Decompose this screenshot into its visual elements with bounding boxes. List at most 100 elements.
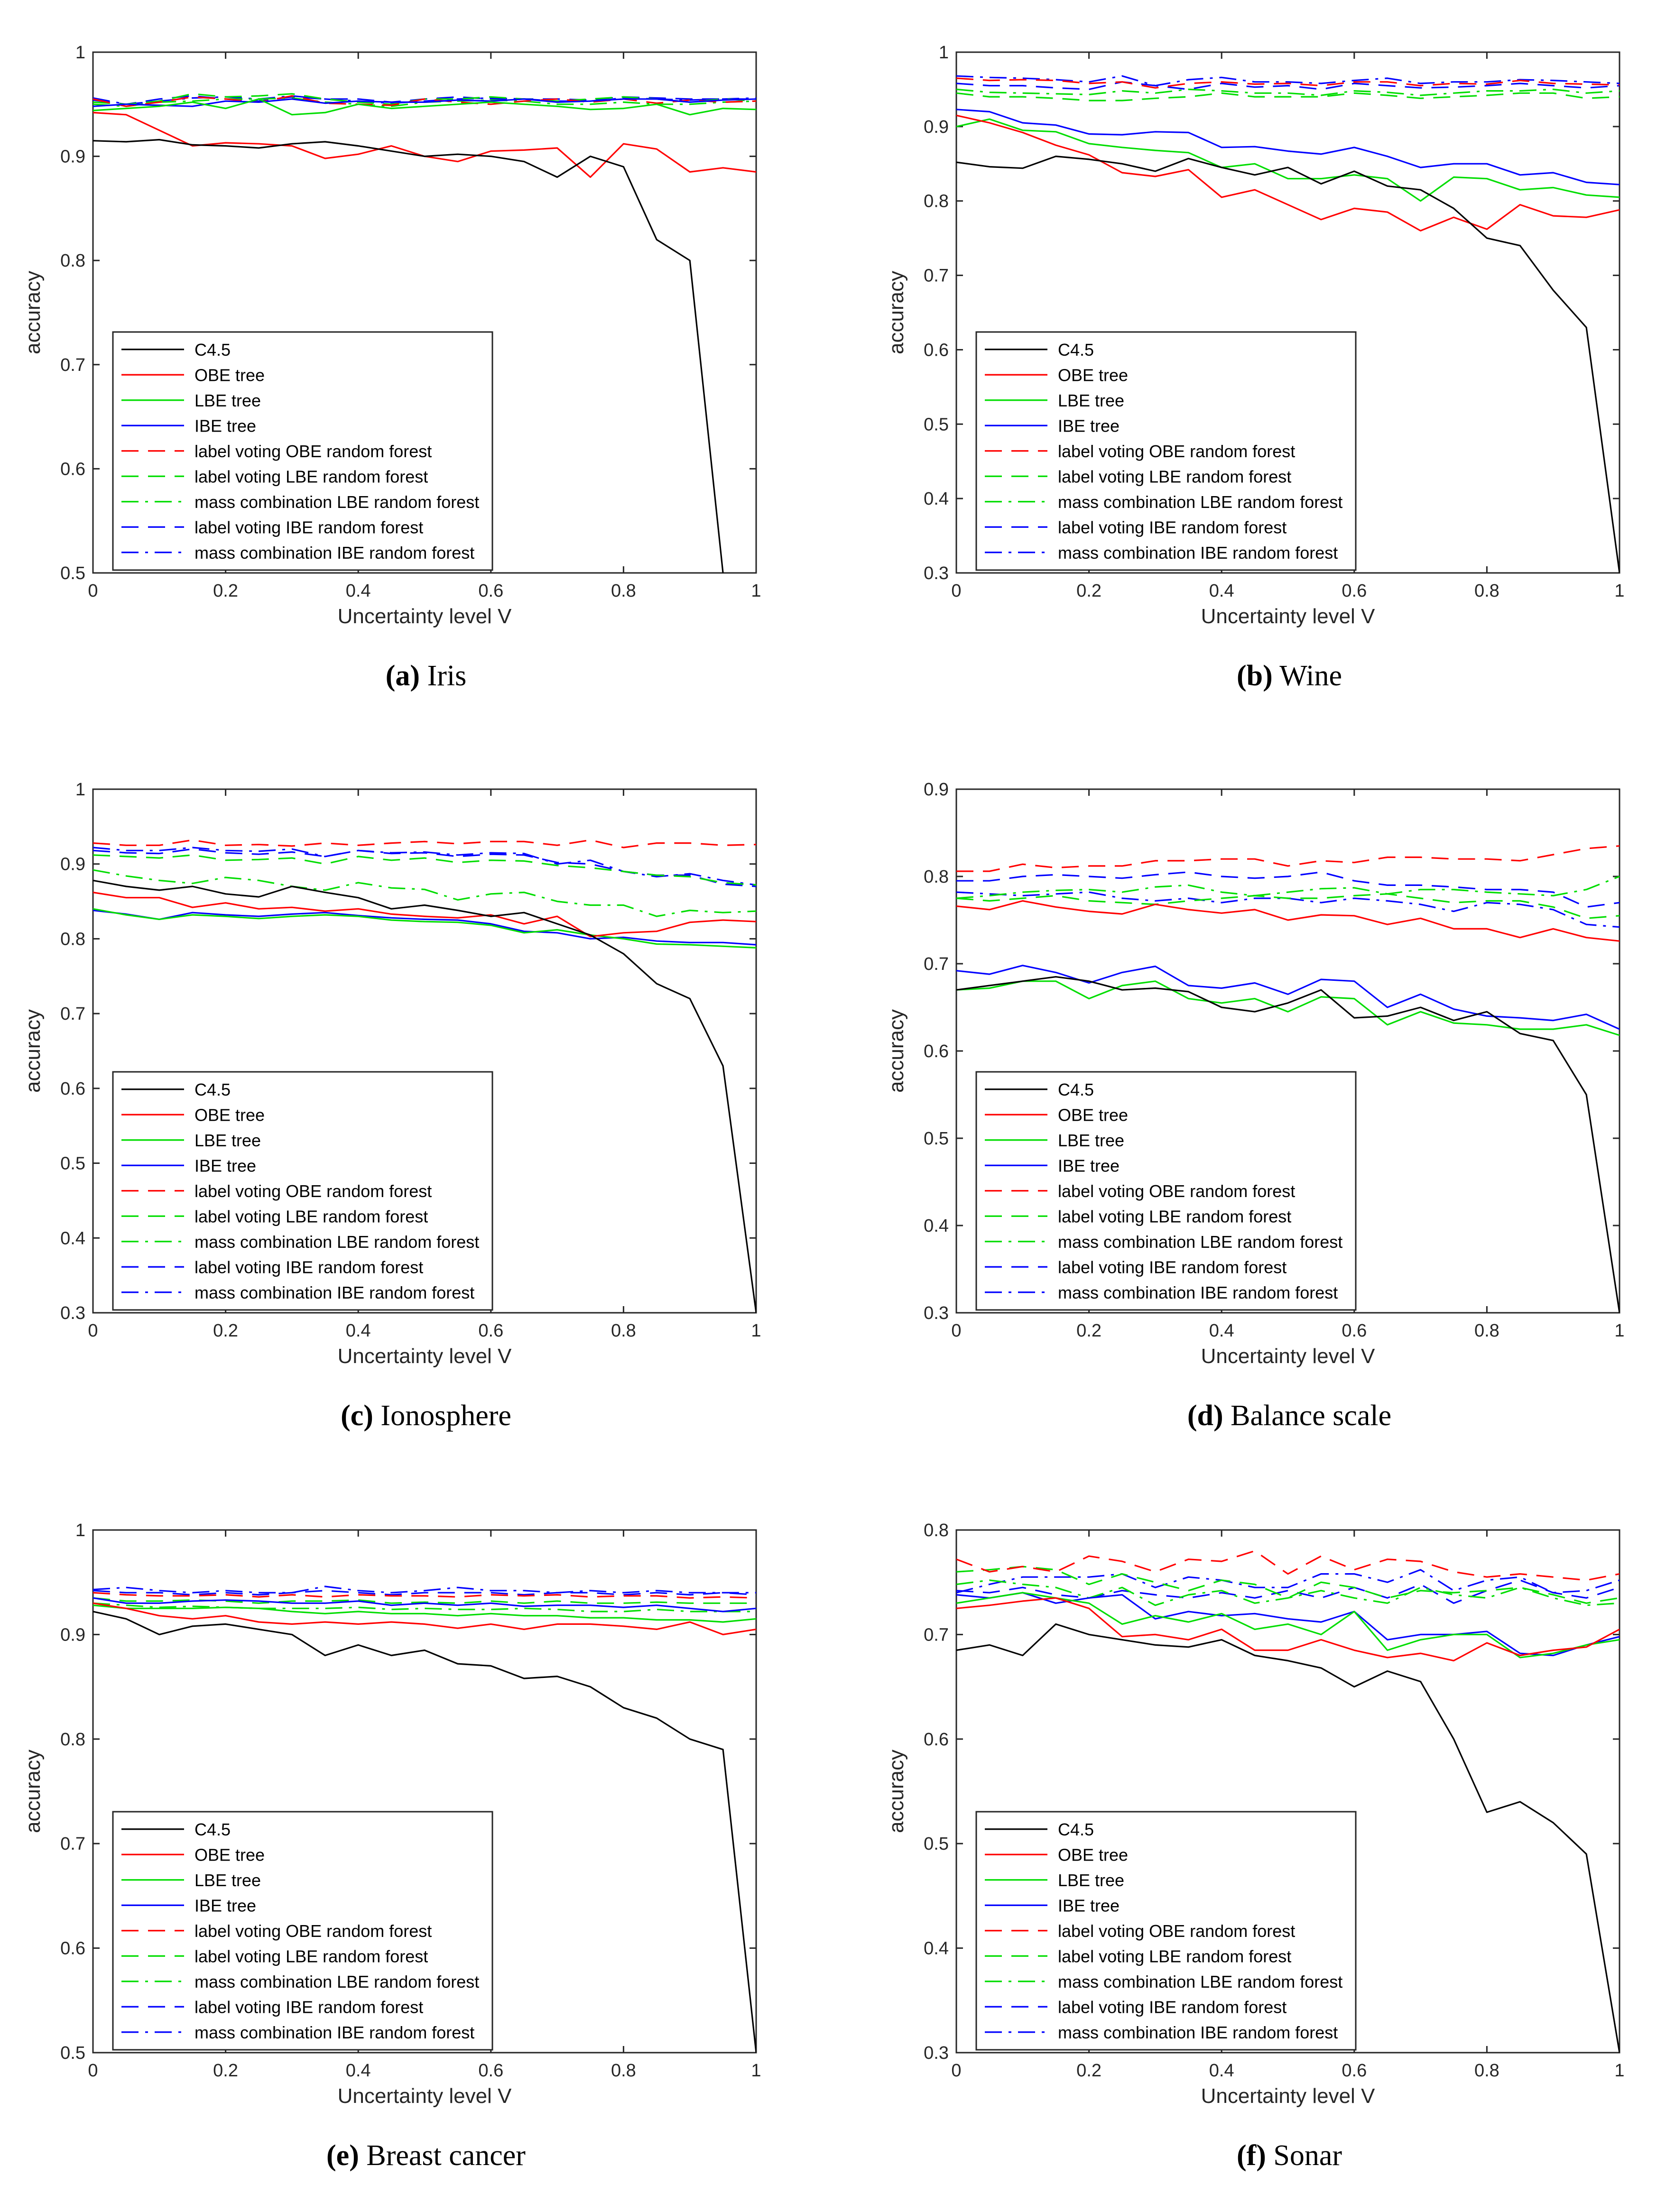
series-line-4 [93,909,756,946]
legend-label-2: OBE tree [1058,1845,1128,1864]
y-tick-label: 0.8 [60,251,85,271]
legend-label-8: label voting IBE random forest [1058,1257,1287,1277]
y-tick-label: 0.5 [924,1834,949,1854]
y-tick-label: 1 [939,43,949,63]
legend-label-5: label voting OBE random forest [1058,1921,1295,1941]
y-tick-label: 0.9 [924,780,949,800]
series-line-5 [956,1550,1620,1581]
legend-label-5: label voting OBE random forest [194,442,432,461]
x-axis-label: Uncertainty level V [1201,2084,1375,2108]
legend-label-9: mass combination IBE random forest [194,1283,474,1302]
y-axis-label: accuracy [885,1009,908,1093]
x-tick-label: 1 [1614,581,1624,601]
series-line-6 [956,893,1620,919]
caption-a: (a) Iris [94,659,758,693]
caption-b-letter: (b) [1237,660,1273,692]
series-line-9 [93,847,756,886]
series-line-5 [93,1592,756,1599]
legend-label-5: label voting OBE random forest [194,1921,432,1941]
legend-label-6: label voting LBE random forest [1058,1207,1291,1226]
series-lines [956,75,1620,573]
series-line-6 [956,1566,1620,1604]
legend-label-2: OBE tree [194,1105,265,1124]
x-tick-label: 0.4 [346,581,371,601]
caption-e-letter: (e) [326,2139,359,2172]
y-tick-label: 0.3 [924,1303,949,1323]
y-tick-label: 0.5 [60,1154,85,1174]
legend-label-5: label voting OBE random forest [1058,442,1295,461]
series-line-2 [956,900,1620,942]
x-tick-label: 0.4 [346,1321,371,1341]
chart-panel-e: 0 0.2 0.4 0.6 0.8 1 0.5 0.6 0.7 0.8 0.9 1 Uncertaint… [21,1521,761,2108]
series-line-8 [956,871,1620,908]
series-line-6 [956,92,1620,101]
y-tick-label: 0.9 [924,117,949,137]
x-tick-label: 0.8 [611,1321,636,1341]
legend-label-7: mass combination LBE random forest [1058,1232,1342,1252]
legend-label-1: C4.5 [1058,1820,1094,1839]
x-tick-label: 0.8 [611,581,636,601]
series-line-9 [93,1585,756,1594]
series-lines [93,1585,756,2053]
legend-label-8: label voting IBE random forest [1058,1997,1287,2017]
series-line-3 [93,908,756,949]
x-tick-label: 0.6 [1342,2061,1367,2081]
y-tick-label: 0.3 [60,1303,85,1323]
legend: C4.5 OBE tree LBE tree IBE tree label voting… [975,331,1357,571]
legend-label-7: mass combination LBE random forest [1058,1972,1342,1991]
y-tick-label: 0.4 [924,1939,949,1959]
series-line-5 [956,845,1620,872]
x-tick-label: 0.8 [1474,2061,1499,2081]
x-tick-label: 1 [751,581,761,601]
legend-label-1: C4.5 [194,1080,231,1099]
series-line-3 [956,980,1620,1036]
series-line-9 [956,1569,1620,1594]
caption-a-name: Iris [427,660,467,692]
legend-label-1: C4.5 [194,1820,231,1839]
y-tick-label: 0.7 [924,954,949,974]
series-line-3 [93,1604,756,1623]
series-line-4 [956,965,1620,1030]
x-axis-label: Uncertainty level V [1201,605,1375,628]
y-tick-label: 1 [75,780,85,800]
legend-label-1: C4.5 [1058,1080,1094,1099]
x-tick-label: 0.8 [1474,1321,1499,1341]
legend-label-8: label voting IBE random forest [1058,517,1287,537]
legend-label-9: mass combination IBE random forest [1058,1283,1338,1302]
x-tick-label: 1 [751,2061,761,2081]
x-axis-label: Uncertainty level V [338,605,512,628]
series-line-1 [956,1623,1620,2053]
series-line-2 [93,1602,756,1635]
x-axis-label: Uncertainty level V [338,2084,512,2108]
y-tick-label: 1 [75,1521,85,1540]
x-tick-label: 0.6 [1342,581,1367,601]
y-tick-label: 0.6 [60,459,85,479]
series-lines [93,839,756,1313]
caption-d-name: Balance scale [1231,1400,1392,1432]
series-line-7 [93,1602,756,1613]
y-tick-label: 0.4 [60,1228,85,1248]
series-line-1 [93,138,724,573]
series-line-8 [93,1590,756,1596]
x-tick-label: 0.2 [213,581,238,601]
series-line-4 [93,1597,756,1613]
legend-label-3: LBE tree [1058,1871,1124,1890]
legend-label-5: label voting OBE random forest [1058,1181,1295,1201]
x-tick-label: 0 [88,1321,98,1341]
legend-label-6: label voting LBE random forest [1058,467,1291,486]
series-line-2 [956,114,1620,232]
series-line-1 [956,156,1620,573]
series-line-5 [93,839,756,848]
chart-panel-f: 0 0.2 0.4 0.6 0.8 1 0.3 0.4 0.5 0.6 0.7 0.8 Uncertai… [885,1521,1625,2108]
y-axis-label: accuracy [21,1750,45,1833]
legend-label-3: LBE tree [194,391,261,410]
series-line-7 [956,876,1620,899]
caption-f-letter: (f) [1236,2139,1266,2172]
legend-label-7: mass combination LBE random forest [194,1232,479,1252]
legend-label-6: label voting LBE random forest [194,1207,428,1226]
x-tick-label: 0 [951,2061,961,2081]
y-axis-label: accuracy [885,271,908,354]
legend-label-3: LBE tree [1058,391,1124,410]
series-line-8 [956,81,1620,90]
x-tick-label: 0.6 [478,2061,503,2081]
